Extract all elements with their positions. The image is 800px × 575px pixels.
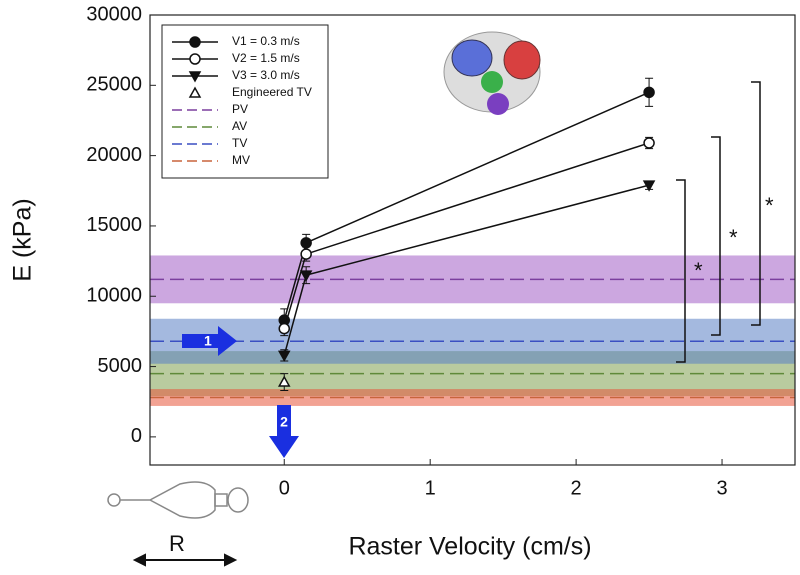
bracket — [676, 179, 686, 363]
bands — [150, 255, 795, 406]
arrow-1 — [182, 326, 237, 356]
device-illustration — [107, 481, 249, 519]
marker — [277, 375, 291, 387]
x-axis-title: Raster Velocity (cm/s) — [348, 533, 591, 561]
legend-label: TV — [232, 136, 247, 150]
marker — [188, 86, 202, 98]
plot-frame — [149, 14, 796, 466]
marker — [188, 71, 202, 83]
legend-label: Engineered TV — [232, 85, 312, 99]
arrow-label: 2 — [280, 414, 288, 430]
double-arrow — [132, 553, 238, 567]
marks — [277, 77, 656, 391]
marker — [642, 180, 656, 192]
legend-label: V2 = 1.5 m/s — [232, 51, 300, 65]
heart-illustration — [443, 31, 541, 115]
y-tick-label: 25000 — [86, 74, 142, 96]
y-tick-label: 10000 — [86, 285, 142, 307]
marker — [643, 86, 655, 99]
bracket — [711, 136, 721, 336]
marker — [278, 322, 291, 335]
bracket — [751, 81, 761, 326]
legend-label: V3 = 3.0 m/s — [232, 68, 300, 82]
marker — [189, 36, 201, 48]
x-tick-label: 3 — [716, 477, 727, 499]
y-tick-label: 15000 — [86, 214, 142, 236]
legend — [161, 24, 329, 179]
significance-star: * — [765, 193, 774, 218]
marker — [299, 270, 313, 282]
dimension-label: R — [169, 531, 185, 556]
marker — [300, 237, 312, 249]
legend-items: V1 = 0.3 m/s V2 = 1.5 m/s V3 = 3.0 m/s Engi… — [172, 34, 312, 167]
significance-star: * — [729, 225, 738, 250]
y-tick-label: 20000 — [86, 144, 142, 166]
marker — [300, 248, 312, 260]
x-tick-label: 0 — [279, 477, 290, 499]
marker — [643, 137, 655, 149]
marker — [277, 350, 291, 362]
arrow-label: 1 — [204, 333, 212, 349]
legend-label: MV — [232, 153, 250, 167]
arrow-2 — [269, 405, 299, 458]
y-tick-label: 0 — [131, 425, 142, 447]
marker — [189, 53, 201, 65]
x-tick-label: 2 — [571, 477, 582, 499]
x-tick-label: 1 — [425, 477, 436, 499]
legend-label: V1 = 0.3 m/s — [232, 34, 300, 48]
legend-label: AV — [232, 119, 247, 133]
y-tick-label: 30000 — [86, 3, 142, 25]
significance-star: * — [694, 258, 703, 283]
axes: 0 5000 10000 15000 20000 25000 30000 0 1 2 3 — [86, 3, 727, 499]
y-tick-label: 5000 — [98, 355, 143, 377]
legend-label: PV — [232, 102, 248, 116]
y-axis-title: E (kPa) — [9, 198, 37, 281]
